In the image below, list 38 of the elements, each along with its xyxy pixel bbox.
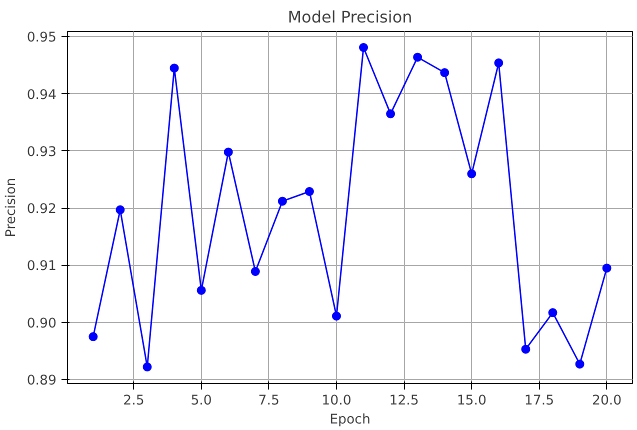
point — [494, 58, 504, 68]
x-tick-label: 12.5 — [389, 394, 419, 408]
x-tick-label: 20.0 — [592, 394, 622, 408]
point — [278, 196, 287, 206]
point — [224, 148, 233, 157]
point — [142, 362, 152, 372]
y-tick-label: 0.91 — [26, 259, 57, 274]
point — [88, 332, 98, 342]
point — [602, 264, 612, 273]
y-tick-label: 0.94 — [26, 88, 57, 103]
point — [413, 52, 422, 62]
point — [332, 312, 341, 321]
chart-title: Model Precision — [288, 8, 412, 26]
point — [386, 109, 396, 118]
y-tick-label: 0.90 — [26, 316, 57, 332]
point — [575, 360, 584, 369]
point — [548, 308, 558, 318]
x-tick-label: 5.0 — [190, 394, 212, 408]
point — [440, 68, 450, 78]
x-axis-title: Epoch — [330, 412, 370, 428]
y-tick-label: 0.89 — [26, 374, 57, 388]
x-tick-label: 10.0 — [322, 394, 352, 408]
point — [467, 169, 476, 178]
y-tick-label: 0.92 — [26, 202, 57, 218]
y-axis-title: Precision — [4, 178, 19, 238]
x-tick-label: 15.0 — [456, 394, 486, 408]
point — [304, 187, 314, 196]
point — [359, 43, 368, 52]
point — [196, 286, 206, 295]
y-tick-label: 0.95 — [26, 30, 57, 46]
y-tick-label: 0.93 — [26, 144, 57, 160]
point — [170, 64, 179, 73]
point — [116, 205, 125, 214]
point — [250, 267, 260, 276]
point — [521, 344, 530, 354]
x-tick-label: 2.5 — [123, 394, 144, 408]
x-tick-label: 7.5 — [258, 394, 280, 408]
x-tick-label: 17.5 — [524, 394, 554, 408]
